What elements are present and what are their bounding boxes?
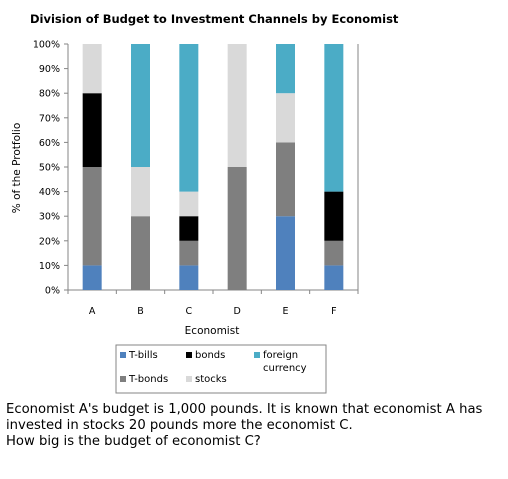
legend-label-line: foreign [263, 350, 298, 361]
legend-label: foreign currency [263, 350, 307, 374]
bar-segment [276, 93, 295, 143]
y-tick-label: 70% [39, 113, 60, 124]
bar-segment [82, 44, 102, 94]
y-tick-label: 50% [39, 163, 60, 174]
bar-segment [324, 44, 344, 192]
bar-segment [276, 44, 295, 94]
bar-segment [131, 167, 150, 217]
bar-segment [276, 142, 295, 217]
x-tick-label: F [331, 306, 336, 317]
bar-segment [324, 240, 344, 266]
legend-swatch [120, 376, 126, 382]
bar-segment [179, 265, 199, 290]
question-line-3: How big is the budget of economist C? [6, 434, 261, 449]
bar-segment [179, 216, 199, 241]
bar-segment [82, 265, 102, 290]
y-tick-label: 40% [39, 187, 60, 198]
question-text: Economist A's budget is 1,000 pounds. It… [6, 402, 504, 450]
y-tick-label: 0% [45, 286, 60, 297]
x-axis-label: Economist [185, 325, 240, 337]
legend-label: T-bonds [128, 374, 168, 385]
bar-segment [227, 44, 247, 167]
legend-swatch [120, 352, 126, 358]
x-tick-label: D [234, 306, 241, 317]
y-tick-label: 90% [39, 64, 60, 75]
bar-segment [179, 191, 199, 217]
legend-label: T-bills [128, 350, 158, 361]
chart: Division of Budget to Investment Channel… [11, 12, 399, 394]
legend-label: stocks [195, 374, 227, 385]
legend-swatch [186, 376, 192, 382]
legend: T-bills bonds foreign currency T-bonds stocks [115, 344, 327, 394]
legend-swatch [186, 352, 192, 358]
x-tick-label: A [89, 306, 96, 317]
y-tick-label: 30% [39, 212, 60, 223]
bar-segment [324, 191, 344, 241]
x-tick-label: B [137, 306, 144, 317]
y-tick-label: 100% [33, 40, 60, 51]
y-tick-label: 10% [39, 261, 60, 272]
bar-segment [179, 240, 199, 266]
bar-segment [131, 44, 150, 167]
legend-label: bonds [195, 350, 225, 361]
bar-segment [131, 216, 150, 290]
y-tick-label: 80% [39, 89, 60, 100]
legend-box [115, 344, 327, 394]
bar-segment [82, 167, 102, 266]
bar-segment [227, 167, 247, 290]
bar-segment [324, 265, 344, 290]
question-line-2: invested in stocks 20 pounds more the ec… [6, 418, 353, 433]
y-tick-label: 20% [39, 236, 60, 247]
bar-segment [276, 216, 295, 290]
legend-label-line: currency [263, 363, 307, 374]
legend-swatch [254, 352, 260, 358]
chart-title: Division of Budget to Investment Channel… [30, 12, 399, 26]
question-line-1: Economist A's budget is 1,000 pounds. It… [6, 402, 483, 417]
y-tick-label: 60% [39, 138, 60, 149]
bar-segment [179, 44, 199, 192]
bar-segment [82, 93, 102, 167]
plot-area: 0% 10% 20% 30% 40% 50% 60% 70% 80% 90% 100% A B C D E F [33, 40, 359, 317]
x-tick-label: C [186, 306, 193, 317]
x-tick-label: E [282, 306, 288, 317]
y-axis-label: % of the Protfolio [11, 123, 23, 214]
